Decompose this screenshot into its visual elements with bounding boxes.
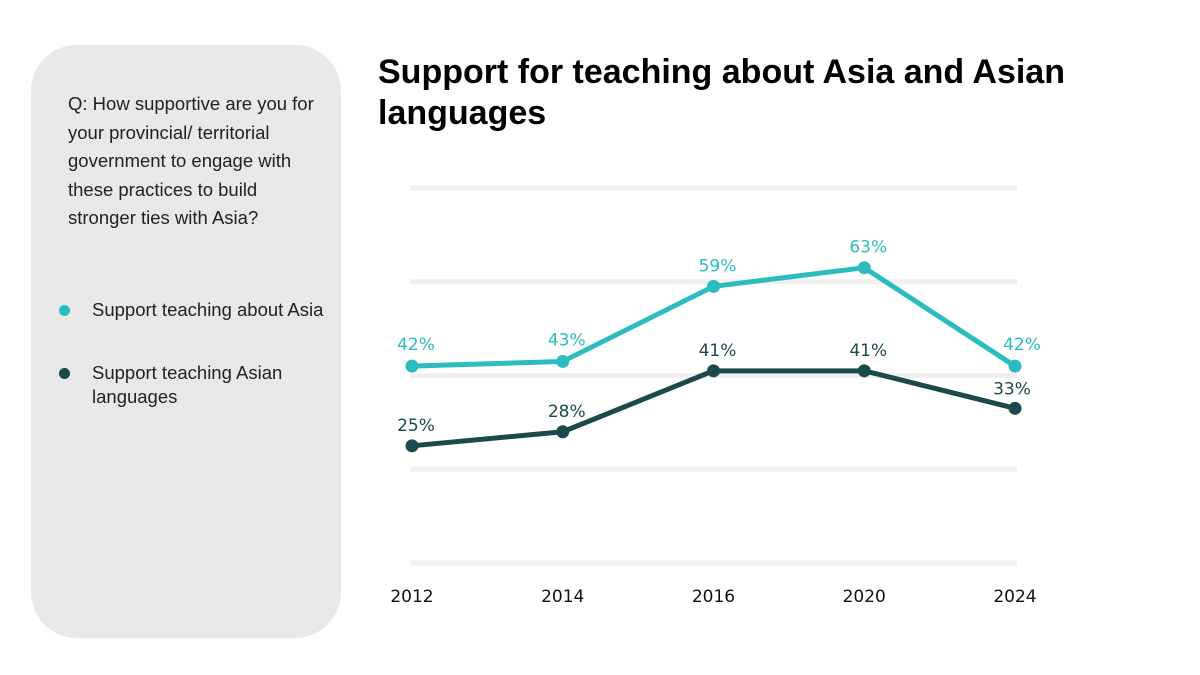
data-label-s0-0: 42% xyxy=(397,335,435,355)
data-label-s0-2: 59% xyxy=(699,256,737,276)
data-point-s0-2 xyxy=(707,279,720,293)
legend-dot-asia xyxy=(59,305,70,316)
series-line-1 xyxy=(409,368,1018,449)
data-label-s1-4: 33% xyxy=(993,379,1031,399)
x-tick-label-2014: 2014 xyxy=(541,587,584,607)
data-label-s0-1: 43% xyxy=(548,330,586,350)
data-label-s0-3: 63% xyxy=(849,238,887,258)
x-tick-label-2024: 2024 xyxy=(993,587,1036,607)
data-point-s1-2 xyxy=(707,364,720,378)
x-tick-label-2016: 2016 xyxy=(692,587,735,607)
data-point-s0-0 xyxy=(405,359,419,373)
x-tick-label-2020: 2020 xyxy=(843,587,886,607)
legend-item-asia: Support teaching about Asia xyxy=(55,298,325,322)
data-label-s1-3: 41% xyxy=(849,341,887,361)
chart-title: Support for teaching about Asia and Asia… xyxy=(378,53,1065,132)
survey-question: Q: How supportive are you for your provi… xyxy=(68,93,314,229)
data-point-s1-4 xyxy=(1008,401,1022,415)
data-label-s0-4: 42% xyxy=(1003,335,1041,355)
data-label-s1-0: 25% xyxy=(397,416,435,436)
x-tick-label-2012: 2012 xyxy=(390,587,433,607)
legend: Support teaching about Asia Support teac… xyxy=(55,298,325,448)
data-point-s0-3 xyxy=(857,261,871,275)
data-point-s0-1 xyxy=(556,354,570,368)
data-point-s0-4 xyxy=(1008,359,1022,373)
data-point-s1-0 xyxy=(405,439,419,453)
data-point-s1-3 xyxy=(857,364,871,378)
legend-label-asia: Support teaching about Asia xyxy=(92,299,324,320)
data-label-s1-1: 28% xyxy=(548,402,586,422)
legend-item-languages: Support teaching Asian languages xyxy=(55,361,325,409)
data-point-s1-1 xyxy=(556,425,570,439)
data-label-s1-2: 41% xyxy=(699,341,737,361)
side-panel: Q: How supportive are you for your provi… xyxy=(31,45,341,638)
legend-dot-languages xyxy=(59,368,70,379)
legend-label-languages: Support teaching Asian languages xyxy=(92,362,283,407)
